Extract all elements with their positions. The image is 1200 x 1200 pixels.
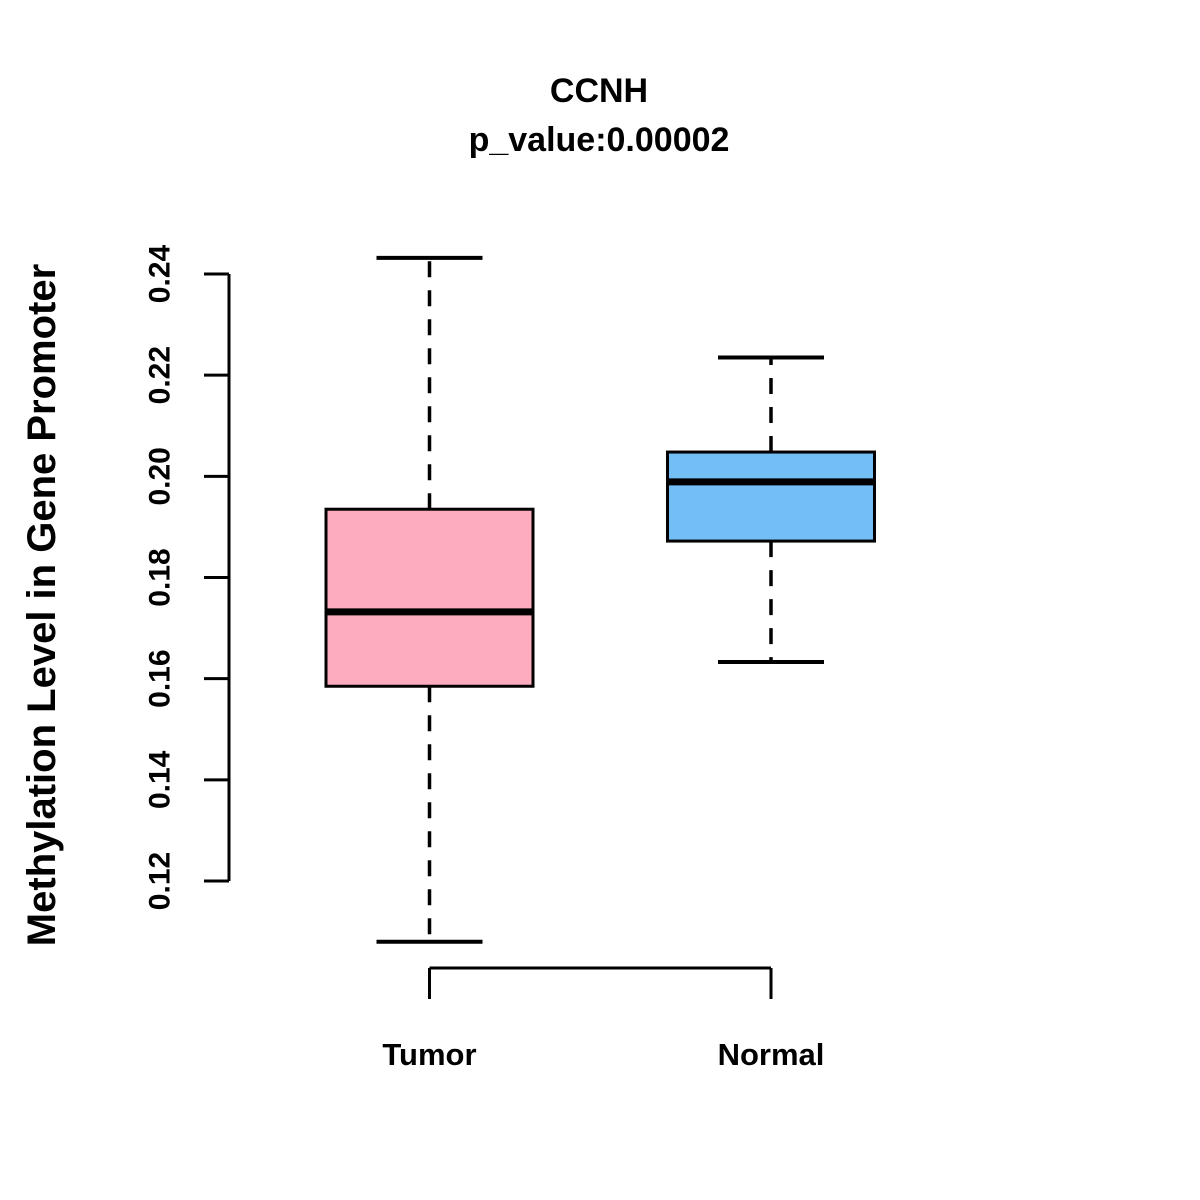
x-category-label-normal: Normal — [718, 1037, 825, 1072]
box-normal — [666, 450, 876, 543]
y-tick-label: 0.20 — [144, 447, 177, 505]
box-tumor — [324, 507, 535, 688]
x-category-label-tumor: Tumor — [382, 1037, 476, 1072]
y-tick-label: 0.24 — [144, 244, 177, 303]
y-tick-label: 0.12 — [144, 852, 177, 910]
chart-subtitle: p_value:0.00002 — [469, 121, 730, 159]
y-tick-label: 0.22 — [144, 346, 177, 404]
chart-title: CCNH — [550, 72, 648, 110]
y-axis-title: Methylation Level in Gene Promoter — [20, 264, 64, 946]
y-tick-label: 0.14 — [144, 750, 177, 809]
y-tick-label: 0.16 — [144, 649, 177, 707]
y-tick-label: 0.18 — [144, 548, 177, 606]
chart-layer: 0.12 0.14 0.16 0.18 0.20 0.22 0.24 Tumor Normal — [144, 244, 876, 1072]
